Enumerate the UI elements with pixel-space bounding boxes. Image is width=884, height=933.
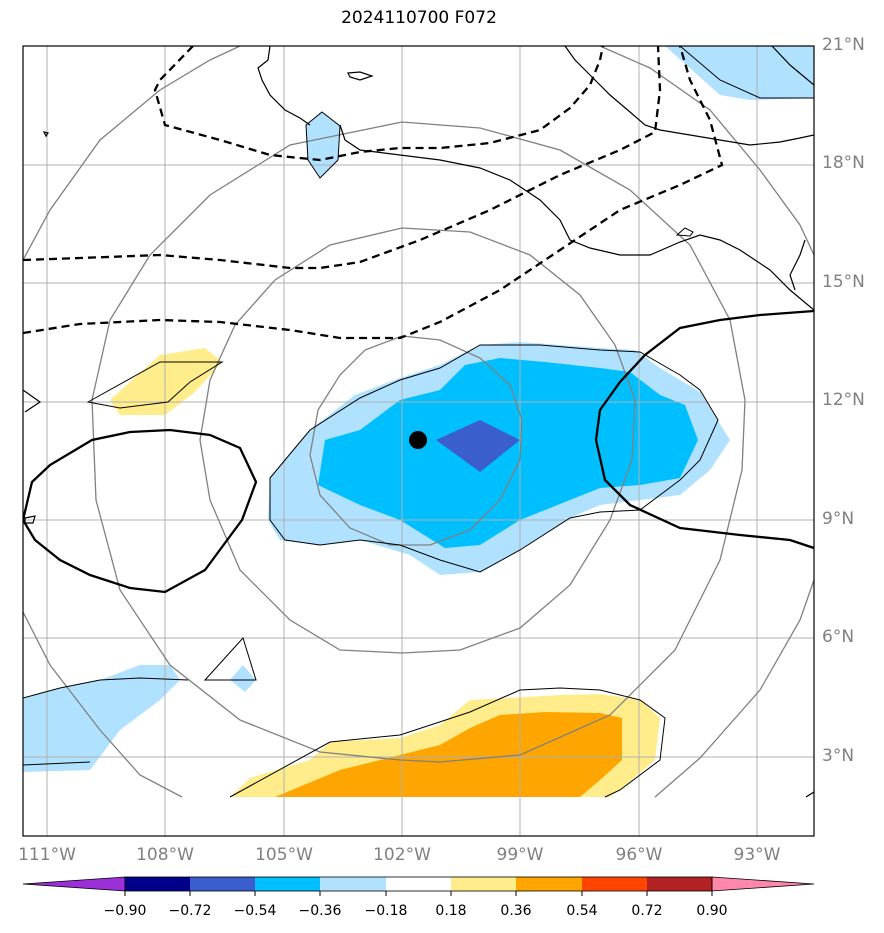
colorbar-swatch-2 bbox=[190, 877, 255, 891]
colorbar-swatch-9 bbox=[647, 877, 712, 891]
colorbar-label: −0.54 bbox=[233, 903, 277, 919]
colorbar-swatch-1 bbox=[125, 877, 190, 891]
colorbar-label: −0.18 bbox=[364, 903, 408, 919]
colorbar-label: −0.90 bbox=[103, 903, 147, 919]
negative-anomaly-bottom-left bbox=[23, 665, 180, 772]
lon-label-99w: 99°W bbox=[496, 845, 544, 865]
shaded-anomaly-fields bbox=[23, 46, 814, 797]
colorbar-swatch-8 bbox=[582, 877, 647, 891]
storm-center-marker bbox=[409, 431, 427, 449]
lat-label-18n: 18°N bbox=[822, 153, 865, 173]
range-rings bbox=[23, 46, 814, 798]
colorbar bbox=[22, 876, 815, 896]
colorbar-swatch-7 bbox=[516, 877, 582, 891]
colorbar-label: 0.90 bbox=[696, 903, 728, 919]
colorbar-label: 0.36 bbox=[500, 903, 532, 919]
dashed-contours bbox=[23, 46, 724, 340]
negative-anomaly-small-left bbox=[230, 665, 256, 692]
lon-label-108w: 108°W bbox=[136, 845, 194, 865]
colorbar-extend-right bbox=[711, 876, 815, 892]
lat-label-3n: 3°N bbox=[822, 746, 855, 766]
lat-label-15n: 15°N bbox=[822, 272, 865, 292]
map-title: 2024110700 F072 bbox=[341, 8, 497, 28]
solid-contours bbox=[23, 309, 814, 594]
lat-label-21n: 21°N bbox=[822, 35, 865, 55]
colorbar-label: 0.18 bbox=[435, 903, 467, 919]
graticule bbox=[23, 46, 814, 836]
positive-anomaly-yellow-left bbox=[110, 348, 222, 415]
colorbar-label: 0.72 bbox=[631, 903, 663, 919]
lat-label-9n: 9°N bbox=[822, 509, 855, 529]
lon-label-102w: 102°W bbox=[373, 845, 431, 865]
lat-label-12n: 12°N bbox=[822, 390, 865, 410]
colorbar-swatch-5 bbox=[386, 877, 451, 891]
lon-label-105w: 105°W bbox=[255, 845, 313, 865]
coastlines bbox=[23, 46, 814, 798]
lon-label-111w: 111°W bbox=[18, 845, 76, 865]
positive-anomaly-orange-bottom bbox=[275, 712, 622, 797]
lat-label-6n: 6°N bbox=[822, 627, 855, 647]
thin-outline-contours bbox=[23, 46, 814, 798]
colorbar-label: −0.72 bbox=[168, 903, 212, 919]
colorbar-swatch-4 bbox=[320, 877, 386, 891]
colorbar-label: −0.36 bbox=[298, 903, 342, 919]
colorbar-swatch-6 bbox=[451, 877, 516, 891]
negative-anomaly-top-center bbox=[306, 112, 340, 178]
colorbar-extend-left bbox=[22, 876, 126, 892]
plot-frame bbox=[22, 45, 815, 837]
colorbar-label: 0.54 bbox=[566, 903, 598, 919]
colorbar-swatch-3 bbox=[255, 877, 320, 891]
lon-label-93w: 93°W bbox=[733, 845, 781, 865]
negative-anomaly-royal-blue-core bbox=[436, 420, 520, 472]
negative-anomaly-top-right bbox=[665, 46, 814, 100]
lon-label-96w: 96°W bbox=[615, 845, 663, 865]
